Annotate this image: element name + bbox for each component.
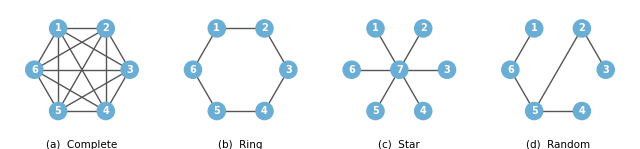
- Circle shape: [256, 20, 273, 37]
- Circle shape: [343, 61, 360, 78]
- Text: 5: 5: [372, 106, 379, 116]
- Circle shape: [49, 20, 67, 37]
- Text: 1: 1: [55, 23, 61, 33]
- Text: 4: 4: [579, 106, 585, 116]
- Circle shape: [573, 20, 591, 37]
- Circle shape: [97, 20, 115, 37]
- Text: 3: 3: [602, 65, 609, 75]
- Text: 3: 3: [126, 65, 133, 75]
- Circle shape: [438, 61, 456, 78]
- Circle shape: [573, 103, 591, 120]
- Text: 5: 5: [55, 106, 61, 116]
- Circle shape: [391, 61, 408, 78]
- Circle shape: [415, 103, 432, 120]
- Text: (d)  Random: (d) Random: [526, 140, 590, 149]
- Text: 2: 2: [579, 23, 585, 33]
- Text: 3: 3: [285, 65, 292, 75]
- Text: 2: 2: [420, 23, 427, 33]
- Circle shape: [208, 103, 225, 120]
- Text: 1: 1: [372, 23, 379, 33]
- Text: 2: 2: [261, 23, 268, 33]
- Circle shape: [502, 61, 519, 78]
- Circle shape: [49, 103, 67, 120]
- Text: 6: 6: [348, 65, 355, 75]
- Text: (c)  Star: (c) Star: [378, 140, 420, 149]
- Text: 1: 1: [213, 23, 220, 33]
- Circle shape: [256, 103, 273, 120]
- Text: 4: 4: [420, 106, 427, 116]
- Text: 6: 6: [507, 65, 514, 75]
- Circle shape: [26, 61, 43, 78]
- Text: 7: 7: [396, 65, 403, 75]
- Text: 3: 3: [444, 65, 451, 75]
- Text: 6: 6: [189, 65, 196, 75]
- Text: (a)  Complete: (a) Complete: [46, 140, 118, 149]
- Circle shape: [280, 61, 297, 78]
- Circle shape: [415, 20, 432, 37]
- Text: 5: 5: [213, 106, 220, 116]
- Circle shape: [367, 20, 384, 37]
- Text: 4: 4: [102, 106, 109, 116]
- Text: 5: 5: [531, 106, 538, 116]
- Circle shape: [597, 61, 614, 78]
- Circle shape: [367, 103, 384, 120]
- Circle shape: [208, 20, 225, 37]
- Text: (b)  Ring: (b) Ring: [218, 140, 263, 149]
- Text: 1: 1: [531, 23, 538, 33]
- Circle shape: [525, 103, 543, 120]
- Text: 4: 4: [261, 106, 268, 116]
- Circle shape: [525, 20, 543, 37]
- Circle shape: [184, 61, 202, 78]
- Circle shape: [97, 103, 115, 120]
- Circle shape: [121, 61, 138, 78]
- Text: 2: 2: [102, 23, 109, 33]
- Text: 6: 6: [31, 65, 38, 75]
